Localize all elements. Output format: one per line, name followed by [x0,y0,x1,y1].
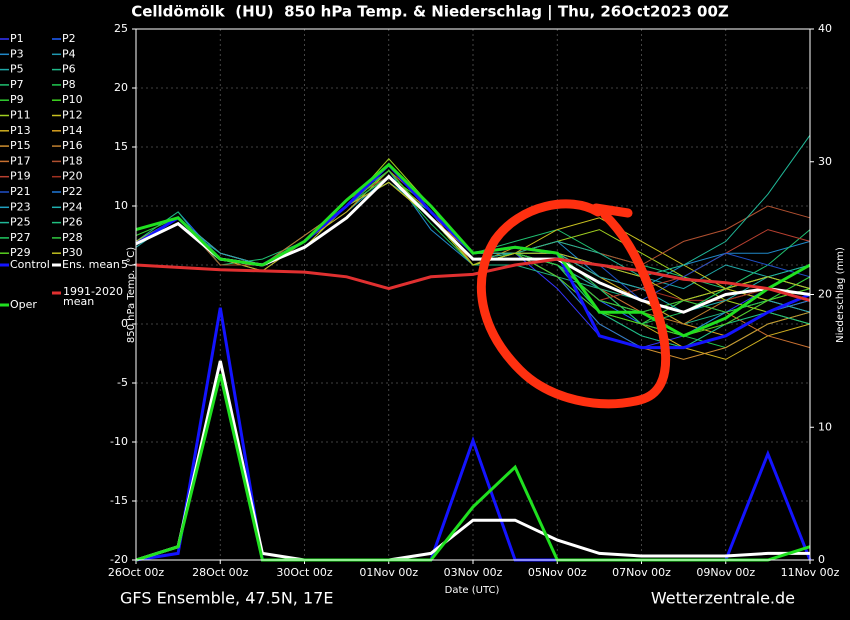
legend-label: P4 [62,47,76,60]
x-tick-label: 05Nov 00z [528,566,587,579]
y-tick-label: 25 [114,22,128,35]
chart-title: Celldömölk (HU) 850 hPa Temp. & Niedersc… [131,3,729,22]
x-tick-label: 11Nov 00z [781,566,840,579]
y-tick-label: -5 [117,376,128,389]
legend-label: P15 [10,139,31,152]
legend-label: P2 [62,32,76,45]
legend-label: P26 [62,216,83,229]
legend-label: P12 [62,109,83,122]
x-tick-label: 26Oct 00z [108,566,165,579]
legend-label: Oper [10,298,37,311]
footer-site: Wetterzentrale.de [651,589,795,608]
y-tick-label: -15 [110,494,128,507]
legend-label: P30 [62,246,83,259]
legend: P1 P2 P3 P4 P5 P6 P7 P8 P9 P10 P11 P12 P13 P14 P15 P16 P… [0,32,123,311]
legend-label: P20 [62,170,83,183]
legend-label: P9 [10,93,24,106]
legend-label: P5 [10,63,24,76]
legend-label-box: 1991-2020 mean [63,287,123,308]
x-tick-label: 01Nov 00z [359,566,418,579]
precip-line [135,360,810,562]
legend-label: P6 [62,63,76,76]
x-tick-label: 28Oct 00z [192,566,249,579]
legend-label: P19 [10,170,31,183]
legend-label: P29 [10,246,31,259]
legend-label: P21 [10,185,31,198]
legend-label: P8 [62,78,76,91]
x-tick-label: 03Nov 00z [444,566,503,579]
annotation-circle [476,199,671,409]
y-tick-label: 0 [121,317,128,330]
y2-axis-label: Niederschlag (mm) [835,247,846,343]
legend-label: P22 [62,185,83,198]
y-tick-label: -10 [110,435,128,448]
y-tick-label: 20 [114,81,128,94]
legend-label: 1991-2020 mean [63,287,123,308]
legend-label: P1 [10,32,24,45]
legend-label: Ens. mean [62,258,120,271]
legend-label: P7 [10,78,24,91]
y2-tick-label: 30 [818,155,832,168]
legend-label: P23 [10,200,31,213]
legend-label: P3 [10,47,24,60]
x-tick-label: 30Oct 00z [276,566,333,579]
y-tick-label: 5 [121,258,128,271]
legend-label: P11 [10,109,31,122]
legend-label: P24 [62,200,83,213]
y-tick-label: 15 [114,140,128,153]
main-line [135,257,811,302]
legend-label: P14 [62,124,83,137]
legend-label: P13 [10,124,31,137]
legend-label: P27 [10,231,31,244]
y-axis-label: 850 hPa Temp. (°C) [126,247,137,343]
y2-tick-label: 40 [818,22,832,35]
x-axis-label: Date (UTC) [445,585,500,596]
y2-tick-label: 0 [818,553,825,566]
legend-label: P16 [62,139,83,152]
legend-label: P17 [10,154,31,167]
legend-label: P10 [62,93,83,106]
y-tick-label: -20 [110,553,128,566]
legend-label: P18 [62,154,83,167]
x-tick-label: 09Nov 00z [696,566,755,579]
y-tick-label: 10 [114,199,128,212]
y2-tick-label: 20 [818,288,832,301]
x-tick-label: 07Nov 00z [612,566,671,579]
legend-label: P25 [10,216,31,229]
footer-source: GFS Ensemble, 47.5N, 17E [120,589,333,608]
main-line [135,162,811,338]
legend-label: Control [10,258,50,271]
y2-tick-label: 10 [818,420,832,433]
plot-frame [135,28,811,561]
legend-label: P28 [62,231,83,244]
